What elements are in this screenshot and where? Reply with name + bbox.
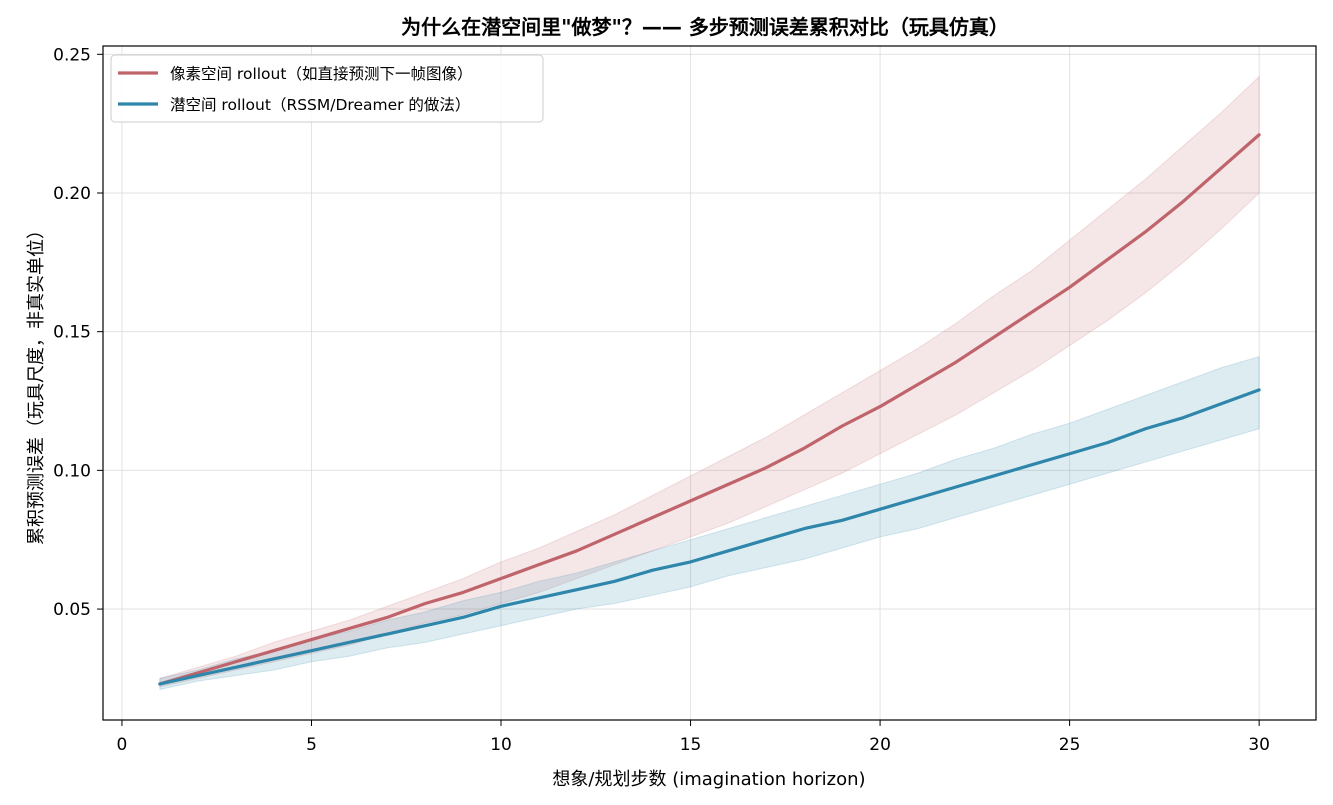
x-tick-label: 10 [490, 735, 512, 755]
plot-frame [102, 45, 1317, 721]
y-tick-label: 0.15 [53, 323, 91, 343]
confidence-band-pixel [159, 75, 1260, 688]
y-tick-label: 0.25 [53, 45, 91, 65]
x-tick-label: 30 [1248, 735, 1270, 755]
series-line-pixel [158, 133, 1261, 686]
x-tick-label: 20 [869, 735, 891, 755]
confidence-band-latent [159, 355, 1260, 691]
series-line-latent [158, 388, 1261, 686]
x-tick-label: 0 [117, 735, 128, 755]
grid-layer [103, 46, 1316, 720]
y-axis-label: 累积预测误差（玩具尺度，非真实单位） [26, 221, 47, 545]
legend-box [110, 54, 544, 123]
x-tick-label: 5 [306, 735, 317, 755]
x-tick-label: 15 [680, 735, 702, 755]
line-layer [158, 133, 1261, 686]
x-tick-label: 25 [1059, 735, 1081, 755]
legend-label-pixel: 像素空间 rollout（如直接预测下一帧图像） [170, 65, 472, 83]
y-tick-label: 0.20 [53, 184, 91, 204]
y-tick-label: 0.10 [53, 461, 91, 481]
tick-layer: 0 5 10 15 20 25 30 0.05 0.10 0.15 0.20 0.25 [53, 45, 1270, 755]
legend-label-latent: 潜空间 rollout（RSSM/Dreamer 的做法） [170, 96, 470, 114]
x-axis-label: 想象/规划步数 (imagination horizon) [552, 769, 865, 790]
band-layer [159, 75, 1260, 691]
y-tick-label: 0.05 [53, 600, 91, 620]
legend: 像素空间 rollout（如直接预测下一帧图像） 潜空间 rollout（RSS… [110, 54, 544, 123]
chart-title: 为什么在潜空间里"做梦"？—— 多步预测误差累积对比（玩具仿真） [401, 15, 1009, 39]
